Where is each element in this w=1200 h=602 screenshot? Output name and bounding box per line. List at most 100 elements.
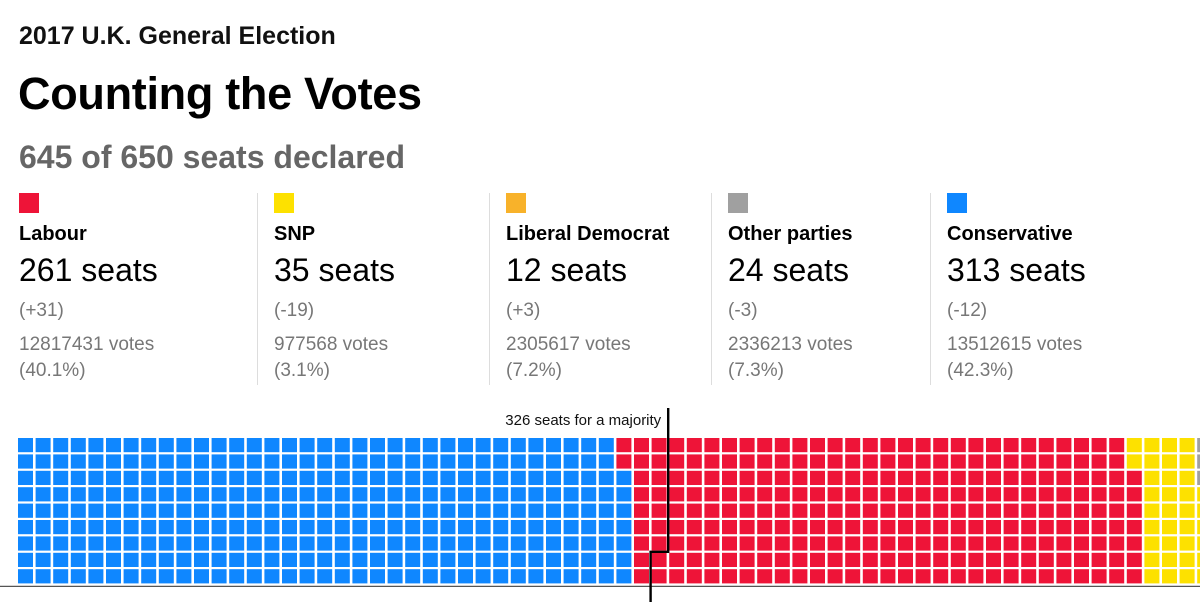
seat-conservative <box>317 438 333 453</box>
seat-labour <box>1074 503 1089 518</box>
party-vote-share: (3.1%) <box>274 360 330 381</box>
seat-conservative <box>598 552 614 567</box>
seat-labour <box>1056 454 1072 469</box>
seat-labour <box>704 503 720 518</box>
seat-snp <box>1162 536 1177 551</box>
seat-conservative <box>88 487 104 502</box>
seat-other-parties <box>1197 438 1200 453</box>
seat-labour <box>722 569 737 584</box>
seat-conservative <box>35 470 51 485</box>
seat-conservative <box>475 454 491 469</box>
seat-labour <box>950 487 966 502</box>
seat-conservative <box>405 438 421 453</box>
seat-labour <box>1091 520 1107 535</box>
seat-conservative <box>458 454 473 469</box>
seat-conservative <box>70 520 86 535</box>
seat-labour <box>686 438 702 453</box>
seat-conservative <box>581 552 597 567</box>
seat-labour <box>1003 536 1019 551</box>
party-seat-change: (-19) <box>274 300 315 321</box>
seat-labour <box>704 470 720 485</box>
seat-labour <box>704 487 720 502</box>
seat-conservative <box>440 569 456 584</box>
seat-conservative <box>70 487 86 502</box>
seat-labour <box>757 487 773 502</box>
seat-conservative <box>528 536 544 551</box>
seat-conservative <box>422 520 438 535</box>
seat-labour <box>651 470 667 485</box>
seat-labour <box>1091 503 1107 518</box>
seat-conservative <box>510 487 526 502</box>
seat-labour <box>950 552 966 567</box>
seat-conservative <box>546 569 561 584</box>
seat-labour <box>1109 438 1125 453</box>
seat-conservative <box>123 520 139 535</box>
seat-conservative <box>282 503 297 518</box>
seat-labour <box>898 536 913 551</box>
seat-snp <box>1162 552 1177 567</box>
seat-conservative <box>458 520 473 535</box>
seat-conservative <box>282 569 297 584</box>
seat-labour <box>704 536 720 551</box>
seat-snp <box>1144 552 1160 567</box>
seat-conservative <box>546 536 561 551</box>
seat-conservative <box>88 454 104 469</box>
seat-conservative <box>106 552 121 567</box>
seat-labour <box>686 536 702 551</box>
seat-labour <box>968 454 984 469</box>
seat-labour <box>1126 470 1142 485</box>
seat-labour <box>862 536 878 551</box>
seat-labour <box>933 536 949 551</box>
seat-labour <box>827 438 843 453</box>
seat-labour <box>704 520 720 535</box>
seat-conservative <box>158 438 174 453</box>
seat-conservative <box>211 470 227 485</box>
seat-conservative <box>53 454 69 469</box>
seat-conservative <box>598 470 614 485</box>
seat-labour <box>1038 536 1054 551</box>
seat-conservative <box>299 454 315 469</box>
seat-conservative <box>563 438 579 453</box>
seat-conservative <box>352 552 368 567</box>
seat-labour <box>1038 503 1054 518</box>
seat-conservative <box>106 569 121 584</box>
seat-conservative <box>475 487 491 502</box>
seat-conservative <box>211 520 227 535</box>
seat-conservative <box>405 503 421 518</box>
party-liberal-democrat: Liberal Democrat 12 seats (+3) 2305617 v… <box>489 193 669 385</box>
seat-conservative <box>334 470 350 485</box>
party-vote-count: 2336213 votes <box>728 334 853 355</box>
seat-labour <box>1126 569 1142 584</box>
seat-conservative <box>493 454 509 469</box>
seat-conservative <box>18 503 33 518</box>
seat-conservative <box>528 438 544 453</box>
seat-labour <box>862 470 878 485</box>
seat-conservative <box>405 454 421 469</box>
seat-labour <box>1056 487 1072 502</box>
seat-conservative <box>229 569 245 584</box>
seat-labour <box>810 536 825 551</box>
seat-snp <box>1144 536 1160 551</box>
party-seats: 12 seats <box>506 252 627 288</box>
seat-conservative <box>493 470 509 485</box>
seat-labour <box>1074 470 1089 485</box>
seat-conservative <box>546 438 561 453</box>
seat-labour <box>1038 470 1054 485</box>
seat-labour <box>810 569 825 584</box>
seat-labour <box>722 552 737 567</box>
seat-conservative <box>334 520 350 535</box>
seat-conservative <box>317 503 333 518</box>
seat-snp <box>1197 520 1200 535</box>
seat-conservative <box>158 487 174 502</box>
seat-labour <box>1109 569 1125 584</box>
seat-snp <box>1179 503 1195 518</box>
party-snp: SNP 35 seats (-19) 977568 votes (3.1%) <box>257 193 395 385</box>
seat-labour <box>1021 503 1037 518</box>
seat-conservative <box>264 503 280 518</box>
seat-labour <box>1021 487 1037 502</box>
seat-labour <box>827 487 843 502</box>
liberal-democrat-color-swatch <box>506 193 526 213</box>
seat-labour <box>1056 569 1072 584</box>
seat-labour <box>1074 487 1089 502</box>
party-vote-count: 977568 votes <box>274 334 389 355</box>
